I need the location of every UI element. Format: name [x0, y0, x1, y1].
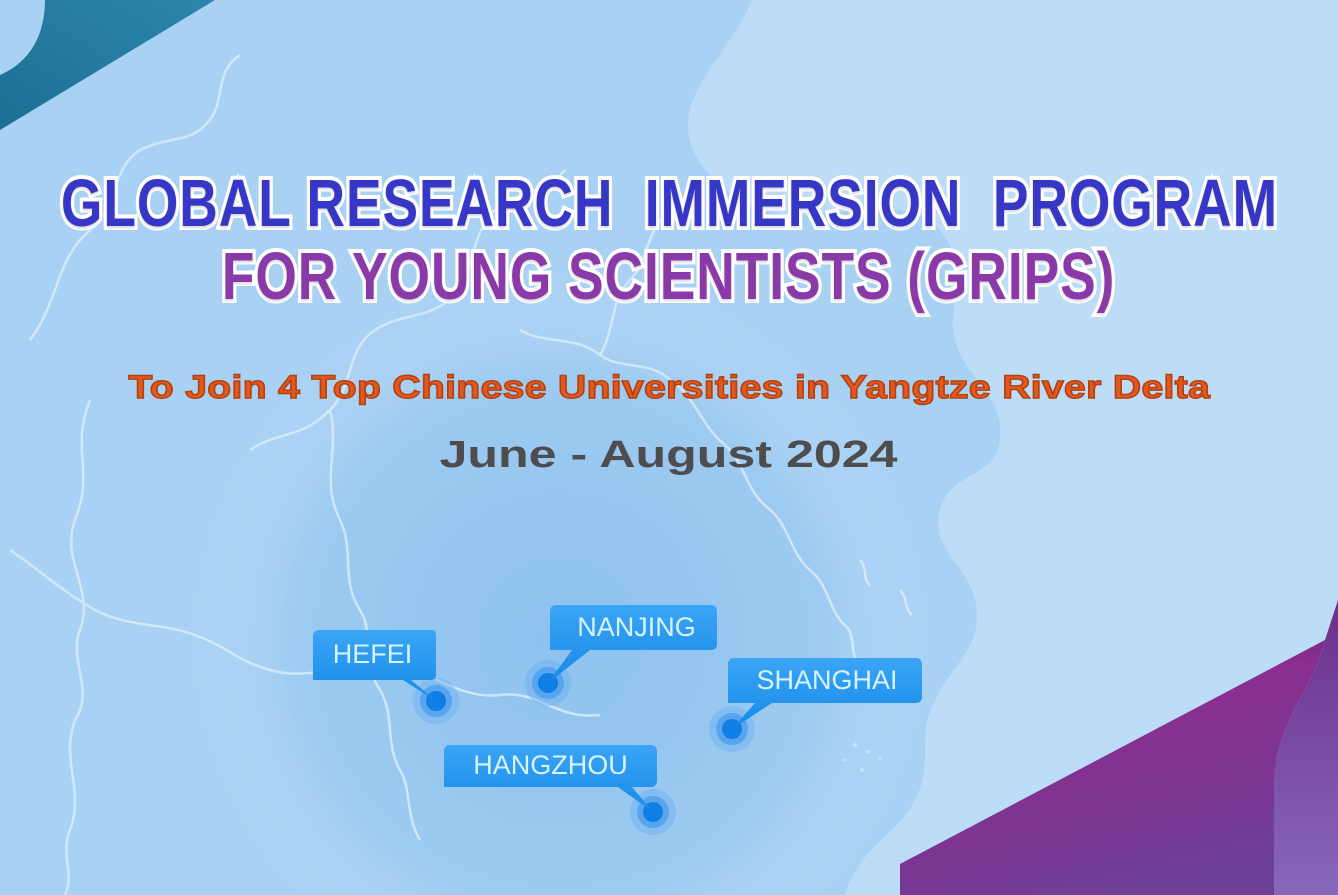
svg-text:HANGZHOU: HANGZHOU [473, 750, 628, 780]
svg-text:HEFEI: HEFEI [333, 639, 413, 669]
svg-text:SHANGHAI: SHANGHAI [756, 665, 897, 695]
svg-text:NANJING: NANJING [577, 612, 696, 642]
